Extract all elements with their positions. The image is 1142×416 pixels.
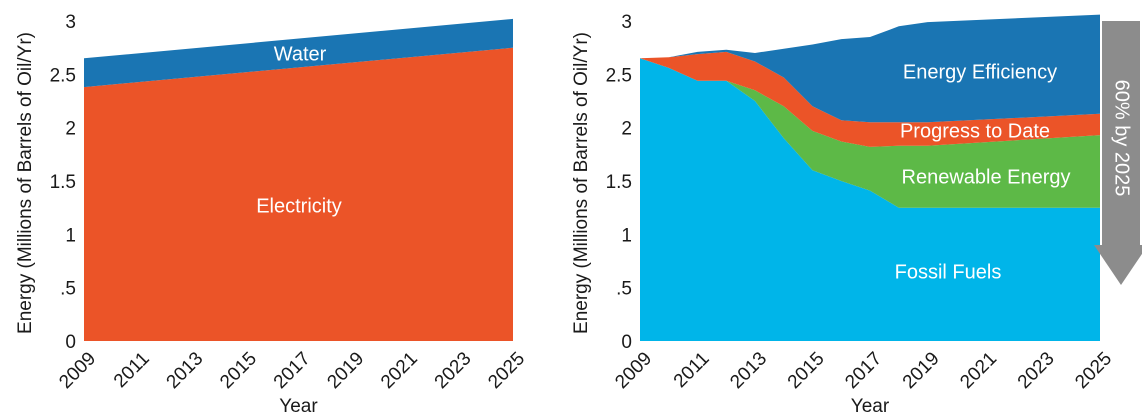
x-tick-label: 2021 bbox=[377, 348, 422, 393]
label-energy-efficiency: Energy Efficiency bbox=[903, 61, 1057, 83]
y-tick-label: 1.5 bbox=[606, 172, 632, 193]
x-tick-label: 2013 bbox=[726, 348, 771, 393]
area-electricity bbox=[84, 47, 513, 341]
y-tick-label: 2 bbox=[621, 119, 632, 140]
x-tick-label: 2017 bbox=[841, 348, 886, 393]
x-tick-label: 2025 bbox=[484, 348, 529, 393]
area-water bbox=[84, 18, 513, 88]
label-fossil-fuels: Fossil Fuels bbox=[895, 261, 1002, 283]
y-tick-label: 1 bbox=[65, 225, 76, 246]
area-renewable-energy bbox=[640, 58, 1100, 208]
y-tick-label: 3 bbox=[65, 12, 76, 33]
y-tick-label: .5 bbox=[60, 279, 76, 300]
x-tick-label: 2009 bbox=[611, 348, 656, 393]
x-tick-label: 2019 bbox=[323, 348, 368, 393]
y-axis-title: Energy (Millions of Barrels of Oil/Yr) bbox=[571, 32, 592, 334]
x-tick-label: 2025 bbox=[1071, 348, 1116, 393]
x-tick-label: 2009 bbox=[55, 348, 100, 393]
x-axis-title: Year bbox=[279, 396, 318, 416]
label-water: Water bbox=[274, 43, 327, 65]
label-renewable-energy: Renewable Energy bbox=[902, 166, 1071, 188]
x-tick-label: 2015 bbox=[216, 348, 261, 393]
y-axis-title: Energy (Millions of Barrels of Oil/Yr) bbox=[15, 32, 36, 334]
x-tick-label: 2017 bbox=[270, 348, 315, 393]
x-tick-label: 2011 bbox=[110, 348, 154, 392]
y-tick-label: 2 bbox=[65, 119, 76, 140]
target-arrow-label: 60% by 2025 bbox=[1111, 80, 1133, 197]
x-tick-label: 2015 bbox=[784, 348, 829, 393]
label-electricity: Electricity bbox=[256, 195, 342, 217]
x-tick-label: 2011 bbox=[670, 348, 714, 392]
area-progress-to-date bbox=[640, 51, 1100, 147]
x-tick-label: 2019 bbox=[899, 348, 944, 393]
y-tick-label: 0 bbox=[621, 332, 632, 353]
area-energy-efficiency bbox=[640, 14, 1100, 123]
y-tick-label: 2.5 bbox=[50, 65, 76, 86]
y-tick-label: 2.5 bbox=[606, 65, 632, 86]
label-progress-to-date: Progress to Date bbox=[900, 120, 1050, 142]
y-tick-label: .5 bbox=[616, 279, 632, 300]
chart-electricity-water: Electricity Water 0 .5 1 1.5 2 2.5 3 2009 2011 2013… bbox=[15, 12, 529, 416]
y-tick-label: 3 bbox=[621, 12, 632, 33]
x-tick-label: 2023 bbox=[1014, 348, 1059, 393]
y-tick-label: 1.5 bbox=[50, 172, 76, 193]
x-tick-label: 2021 bbox=[956, 348, 1001, 393]
y-tick-label: 1 bbox=[621, 225, 632, 246]
x-axis-title: Year bbox=[851, 396, 890, 416]
x-tick-label: 2023 bbox=[431, 348, 476, 393]
chart-energy-sources: Fossil Fuels Renewable Energy Progress to … bbox=[571, 12, 1142, 416]
y-tick-label: 0 bbox=[65, 332, 76, 353]
target-arrow bbox=[1094, 21, 1142, 285]
area-fossil-fuels bbox=[640, 58, 1100, 342]
x-tick-label: 2013 bbox=[163, 348, 208, 393]
